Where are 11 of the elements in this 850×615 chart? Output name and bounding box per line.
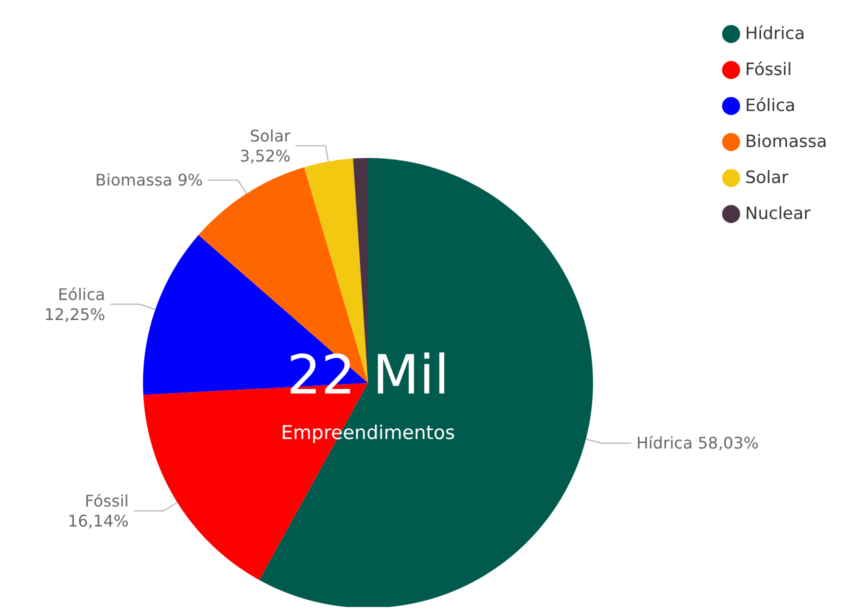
- legend-label: Eólica: [745, 96, 796, 116]
- data-label: Solar 3,52%: [240, 126, 291, 166]
- legend-label: Nuclear: [745, 204, 811, 224]
- data-label: Fóssil 16,14%: [68, 491, 129, 530]
- data-label: Biomassa 9%: [95, 170, 203, 190]
- legend-label: Fóssil: [745, 60, 792, 80]
- data-label: Hídrica 58,03%: [636, 434, 759, 453]
- legend-label: Solar: [745, 168, 788, 188]
- legend-label: Biomassa: [745, 132, 828, 152]
- legend-label: Hídrica: [745, 24, 805, 44]
- data-label: Eólica 12,25%: [44, 284, 106, 324]
